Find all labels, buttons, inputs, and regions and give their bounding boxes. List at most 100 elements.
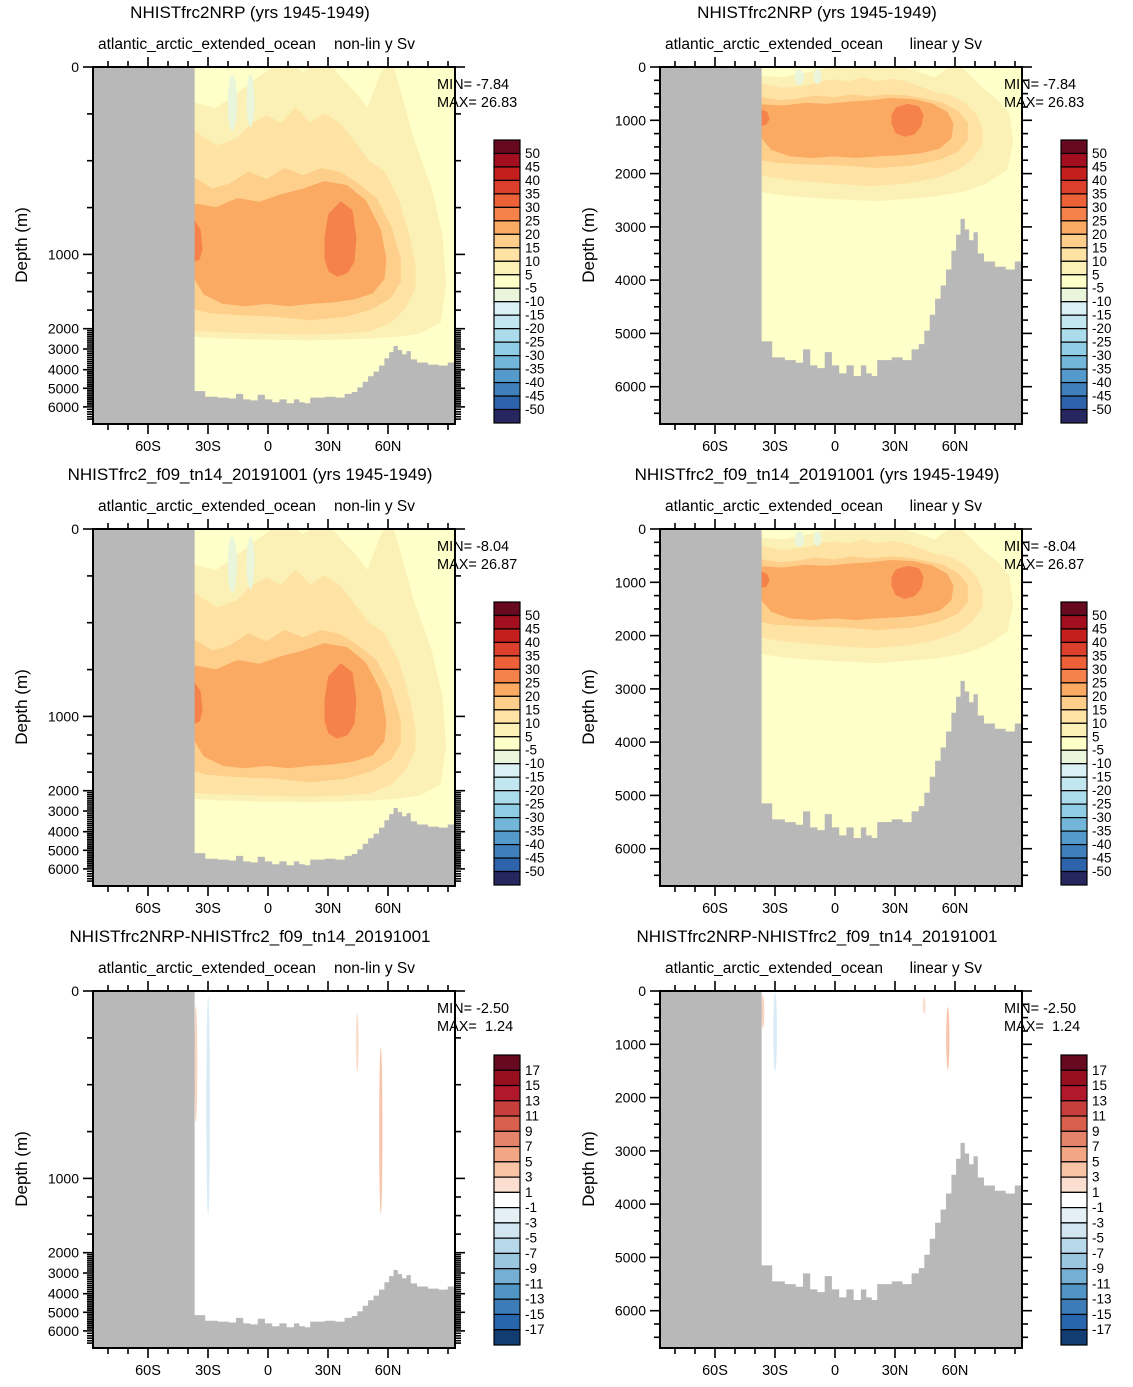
land-mask <box>660 67 762 424</box>
y-tick-label: 5000 <box>48 1304 79 1320</box>
negative-contour-speck <box>246 536 255 589</box>
colorbar-segment <box>1060 1268 1088 1285</box>
x-tick-label: 30S <box>762 1363 788 1379</box>
colorbar-label: 15 <box>525 1078 540 1093</box>
colorbar-label: -35 <box>525 362 545 377</box>
land-mask <box>660 991 762 1348</box>
colorbar-segment <box>1060 1313 1088 1331</box>
colorbar-segment <box>1060 193 1088 208</box>
plot-frame <box>659 528 1023 887</box>
colorbar-segment <box>493 247 521 262</box>
colorbar-label: 9 <box>525 1124 533 1139</box>
colorbar-segment <box>1060 260 1088 276</box>
y-tick-label: 3000 <box>615 1143 646 1159</box>
colorbar-segment <box>493 843 521 859</box>
colorbar-segment <box>493 736 521 751</box>
plot-canvas: 60S 30S 0 30N 60N 0 1000 2000 3000 4000 5000 6000 50… <box>48 519 545 917</box>
colorbar-segment <box>493 857 521 873</box>
colorbar-segment <box>1060 1222 1088 1239</box>
x-tick-label: 30S <box>195 1363 221 1379</box>
colorbar-label: -25 <box>525 335 545 350</box>
colorbar-label: 15 <box>1092 1078 1107 1093</box>
colorbar-label: -11 <box>1092 1276 1111 1291</box>
contour-band <box>891 103 924 137</box>
colorbar-segment <box>1060 695 1088 711</box>
colorbar-label: 40 <box>525 173 540 188</box>
x-tick-label: 60S <box>702 439 728 455</box>
colorbar-label: 10 <box>525 254 540 269</box>
y-axis-ticks <box>83 66 465 420</box>
colorbar-label: 35 <box>525 648 540 663</box>
max-value: MAX= 26.87 <box>437 557 518 573</box>
colorbar-label: 30 <box>525 200 540 215</box>
colorbar-label: 35 <box>525 186 540 201</box>
colorbar-segment <box>493 1313 521 1331</box>
colorbar-segment <box>1060 817 1088 832</box>
panel-subtitle-scale: linear y Sv <box>909 960 982 977</box>
panel-subtitle-scale: non-lin y Sv <box>334 498 415 515</box>
plot-canvas: 60S 30S 0 30N 60N010002000300040005000600017… <box>615 981 1112 1379</box>
colorbar-label: -40 <box>525 375 545 390</box>
panel-subtitle-region: atlantic_arctic_extended_ocean <box>97 960 317 977</box>
x-tick-label: 0 <box>264 901 272 917</box>
land-mask <box>660 529 762 886</box>
colorbar-segment <box>1060 274 1088 289</box>
colorbar-segment <box>493 614 521 630</box>
colorbar-segment <box>493 1145 521 1163</box>
y-axis-ticks <box>83 528 465 882</box>
panel-subtitle-region: atlantic_arctic_extended_ocean <box>97 498 317 515</box>
colorbar-segment <box>1060 247 1088 262</box>
land-mask <box>93 67 195 424</box>
difference-streak <box>773 992 777 1071</box>
colorbar-label: -1 <box>1092 1200 1104 1215</box>
colorbar-segment <box>493 1130 521 1148</box>
min-value: MIN= -7.84 <box>437 77 510 93</box>
colorbar-label: -45 <box>1092 389 1112 404</box>
colorbar-label: -50 <box>525 402 545 417</box>
plot-canvas: 60S 30S 0 30N 60N010002000300040005000600017… <box>48 981 545 1379</box>
colorbar-label: 30 <box>1092 200 1107 215</box>
colorbar-label: -20 <box>1092 783 1112 798</box>
y-tick-label: 3000 <box>48 803 79 819</box>
colorbar: 5045403530252015105-5-10-15-20-25-30-35-… <box>1060 601 1112 886</box>
difference-streak <box>922 997 926 1014</box>
negative-contour-speck <box>227 74 238 131</box>
negative-contour-speck <box>794 69 805 86</box>
colorbar-label: 25 <box>1092 675 1107 690</box>
colorbar-segment <box>493 803 521 819</box>
x-tick-label: 60S <box>135 901 161 917</box>
colorbar-segment <box>493 220 521 235</box>
colorbar-label: 5 <box>1092 729 1100 744</box>
colorbar-label: -11 <box>525 1276 544 1291</box>
plot-canvas: 60S 30S 0 30N 60N 0 1000 2000 3000 4000 5000 6000 50… <box>615 519 1112 917</box>
plot-frame <box>92 66 456 425</box>
y-axis-ticks <box>650 990 1032 1339</box>
y-tick-label: 5000 <box>48 842 79 858</box>
x-tick-label: 60N <box>942 1363 969 1379</box>
minmax-annotation: MIN= -7.84 MAX= 26.83 <box>437 76 517 112</box>
colorbar-segment <box>493 408 521 424</box>
colorbar-segment <box>1060 790 1088 805</box>
panel-subtitle-region: atlantic_arctic_extended_ocean <box>97 36 317 53</box>
panel-title: NHISTfrc2NRP (yrs 1945-1949) <box>130 3 370 22</box>
colorbar-segment <box>493 1329 521 1346</box>
y-tick-label: 4000 <box>48 824 79 840</box>
colorbar-label: 15 <box>525 240 540 255</box>
negative-contour-speck <box>246 74 255 127</box>
colorbar-label: -5 <box>525 281 537 296</box>
x-axis-ticks <box>107 57 449 434</box>
colorbar-segment <box>493 274 521 289</box>
colorbar-segment <box>1060 166 1088 182</box>
x-tick-label: 0 <box>831 1363 839 1379</box>
colorbar-segment <box>1060 328 1088 343</box>
colorbar-label: -30 <box>525 348 545 363</box>
colorbar-segment <box>1060 709 1088 724</box>
panel-title: NHISTfrc2NRP (yrs 1945-1949) <box>697 3 937 22</box>
x-tick-label: 60S <box>702 901 728 917</box>
colorbar-label: 40 <box>525 635 540 650</box>
colorbar-label: 13 <box>1092 1093 1107 1108</box>
colorbar-segment <box>1060 287 1088 303</box>
colorbar-label: 15 <box>1092 240 1107 255</box>
colorbar-segment <box>493 314 521 330</box>
